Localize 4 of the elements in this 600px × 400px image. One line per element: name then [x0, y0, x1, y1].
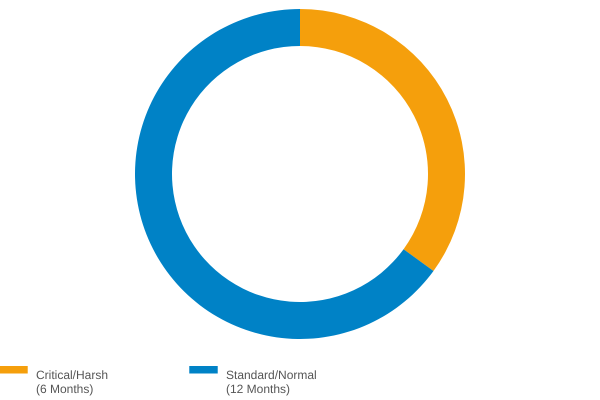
legend-label: Standard/Normal (12 Months) — [226, 368, 317, 396]
donut-slice — [300, 9, 465, 271]
donut-slice — [135, 9, 434, 339]
legend-label: Critical/Harsh (6 Months) — [36, 368, 108, 396]
